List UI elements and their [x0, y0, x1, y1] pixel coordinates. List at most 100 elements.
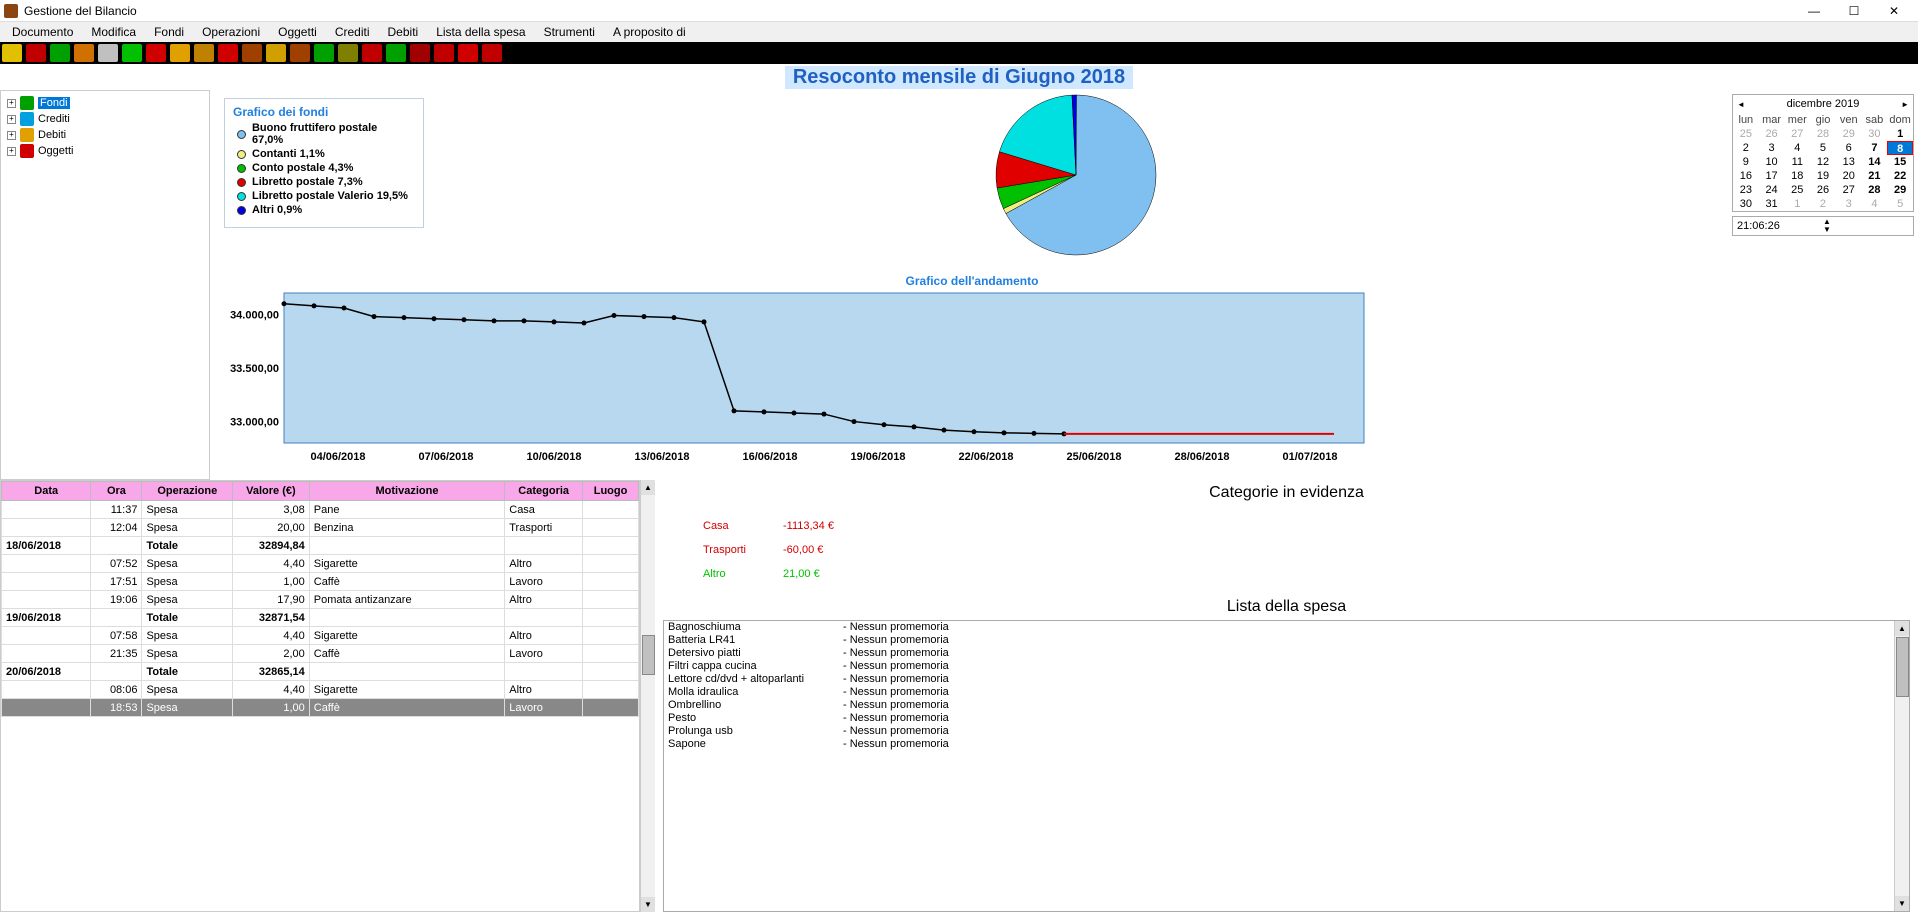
menu-documento[interactable]: Documento — [4, 23, 81, 41]
cal-day[interactable]: 5 — [1810, 141, 1836, 155]
cal-day[interactable]: 29 — [1887, 183, 1913, 197]
scroll-down-icon[interactable]: ▼ — [1895, 896, 1909, 911]
menu-a-proposito-di[interactable]: A proposito di — [605, 23, 694, 41]
cal-day[interactable]: 11 — [1784, 155, 1810, 169]
cal-day[interactable]: 27 — [1784, 127, 1810, 141]
shop-item[interactable]: Filtri cappa cucina- Nessun promemoria — [664, 660, 1909, 673]
col-valore[interactable]: Valore (€) — [233, 482, 310, 501]
menu-oggetti[interactable]: Oggetti — [270, 23, 325, 41]
expand-icon[interactable]: + — [7, 131, 16, 140]
tree-oggetti[interactable]: +Oggetti — [5, 143, 205, 159]
cal-day[interactable]: 16 — [1733, 169, 1759, 183]
menu-debiti[interactable]: Debiti — [380, 23, 427, 41]
table-row[interactable]: 08:06Spesa4,40SigaretteAltro — [2, 681, 639, 699]
cal-day[interactable]: 31 — [1759, 197, 1785, 211]
toolbar-icon-7[interactable] — [170, 44, 190, 62]
cal-next[interactable]: ► — [1901, 100, 1909, 109]
cal-day[interactable]: 30 — [1733, 197, 1759, 211]
table-row[interactable]: 07:58Spesa4,40SigaretteAltro — [2, 627, 639, 645]
cal-day[interactable]: 1 — [1784, 197, 1810, 211]
cal-day[interactable]: 12 — [1810, 155, 1836, 169]
col-categoria[interactable]: Categoria — [505, 482, 583, 501]
scroll-up-icon[interactable]: ▲ — [1895, 621, 1909, 636]
table-row[interactable]: 18:53Spesa1,00CaffèLavoro — [2, 699, 639, 717]
scroll-down-icon[interactable]: ▼ — [641, 897, 655, 912]
shop-item[interactable]: Batteria LR41- Nessun promemoria — [664, 634, 1909, 647]
shop-item[interactable]: Detersivo piatti- Nessun promemoria — [664, 647, 1909, 660]
expand-icon[interactable]: + — [7, 147, 16, 156]
col-motivazione[interactable]: Motivazione — [309, 482, 505, 501]
cal-day[interactable]: 3 — [1836, 197, 1862, 211]
shop-item[interactable]: Prolunga usb- Nessun promemoria — [664, 725, 1909, 738]
toolbar-icon-20[interactable] — [482, 44, 502, 62]
cal-day[interactable]: 7 — [1862, 141, 1888, 155]
toolbar-icon-2[interactable] — [50, 44, 70, 62]
toolbar-icon-0[interactable] — [2, 44, 22, 62]
cal-day[interactable]: 8 — [1887, 141, 1913, 155]
cal-day[interactable]: 9 — [1733, 155, 1759, 169]
table-row[interactable]: 18/06/2018Totale32894,84 — [2, 537, 639, 555]
maximize-button[interactable]: ☐ — [1834, 0, 1874, 22]
cal-day[interactable]: 30 — [1862, 127, 1888, 141]
cal-prev[interactable]: ◄ — [1737, 100, 1745, 109]
toolbar-icon-4[interactable] — [98, 44, 118, 62]
cal-day[interactable]: 4 — [1784, 141, 1810, 155]
cal-day[interactable]: 21 — [1862, 169, 1888, 183]
cal-day[interactable]: 10 — [1759, 155, 1785, 169]
cal-day[interactable]: 1 — [1887, 127, 1913, 141]
cal-day[interactable]: 22 — [1887, 169, 1913, 183]
scroll-up-icon[interactable]: ▲ — [641, 480, 655, 495]
menu-fondi[interactable]: Fondi — [146, 23, 192, 41]
toolbar-icon-1[interactable] — [26, 44, 46, 62]
minimize-button[interactable]: — — [1794, 0, 1834, 22]
cal-day[interactable]: 25 — [1784, 183, 1810, 197]
col-luogo[interactable]: Luogo — [583, 482, 639, 501]
toolbar-icon-3[interactable] — [74, 44, 94, 62]
toolbar-icon-11[interactable] — [266, 44, 286, 62]
tree-debiti[interactable]: +Debiti — [5, 127, 205, 143]
cal-day[interactable]: 28 — [1810, 127, 1836, 141]
menu-lista-della-spesa[interactable]: Lista della spesa — [428, 23, 533, 41]
menu-operazioni[interactable]: Operazioni — [194, 23, 268, 41]
cal-day[interactable]: 15 — [1887, 155, 1913, 169]
cal-day[interactable]: 24 — [1759, 183, 1785, 197]
cal-day[interactable]: 19 — [1810, 169, 1836, 183]
shop-item[interactable]: Pesto- Nessun promemoria — [664, 712, 1909, 725]
cal-day[interactable]: 2 — [1810, 197, 1836, 211]
toolbar-icon-5[interactable] — [122, 44, 142, 62]
shop-scrollbar[interactable]: ▲ ▼ — [1894, 621, 1909, 911]
shop-item[interactable]: Lettore cd/dvd + altoparlanti- Nessun pr… — [664, 673, 1909, 686]
cal-day[interactable]: 25 — [1733, 127, 1759, 141]
toolbar-icon-19[interactable] — [458, 44, 478, 62]
menu-strumenti[interactable]: Strumenti — [536, 23, 603, 41]
calendar[interactable]: ◄ dicembre 2019 ► lunmarmergiovensabdom2… — [1732, 94, 1914, 212]
toolbar-icon-6[interactable] — [146, 44, 166, 62]
tree-fondi[interactable]: +Fondi — [5, 95, 205, 111]
menu-modifica[interactable]: Modifica — [83, 23, 144, 41]
cal-day[interactable]: 6 — [1836, 141, 1862, 155]
table-row[interactable]: 12:04Spesa20,00BenzinaTrasporti — [2, 519, 639, 537]
cal-day[interactable]: 20 — [1836, 169, 1862, 183]
toolbar-icon-17[interactable] — [410, 44, 430, 62]
table-row[interactable]: 21:35Spesa2,00CaffèLavoro — [2, 645, 639, 663]
toolbar-icon-9[interactable] — [218, 44, 238, 62]
shop-item[interactable]: Bagnoschiuma- Nessun promemoria — [664, 621, 1909, 634]
toolbar-icon-15[interactable] — [362, 44, 382, 62]
toolbar-icon-16[interactable] — [386, 44, 406, 62]
cal-day[interactable]: 26 — [1759, 127, 1785, 141]
toolbar-icon-13[interactable] — [314, 44, 334, 62]
toolbar-icon-14[interactable] — [338, 44, 358, 62]
tree-crediti[interactable]: +Crediti — [5, 111, 205, 127]
scroll-thumb[interactable] — [1896, 637, 1909, 697]
cal-day[interactable]: 26 — [1810, 183, 1836, 197]
cal-day[interactable]: 13 — [1836, 155, 1862, 169]
table-row[interactable]: 19:06Spesa17,90Pomata antizanzareAltro — [2, 591, 639, 609]
col-operazione[interactable]: Operazione — [142, 482, 233, 501]
col-ora[interactable]: Ora — [91, 482, 142, 501]
cal-day[interactable]: 23 — [1733, 183, 1759, 197]
table-row[interactable]: 19/06/2018Totale32871,54 — [2, 609, 639, 627]
close-button[interactable]: ✕ — [1874, 0, 1914, 22]
toolbar-icon-18[interactable] — [434, 44, 454, 62]
cal-day[interactable]: 4 — [1862, 197, 1888, 211]
expand-icon[interactable]: + — [7, 99, 16, 108]
